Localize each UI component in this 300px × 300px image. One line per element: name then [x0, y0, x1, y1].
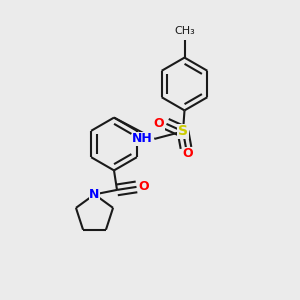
Text: NH: NH: [132, 132, 153, 146]
Text: CH₃: CH₃: [174, 26, 195, 36]
Text: S: S: [178, 124, 188, 138]
Text: O: O: [182, 147, 193, 161]
Text: N: N: [89, 188, 100, 201]
Text: O: O: [154, 117, 164, 130]
Text: O: O: [139, 180, 149, 194]
